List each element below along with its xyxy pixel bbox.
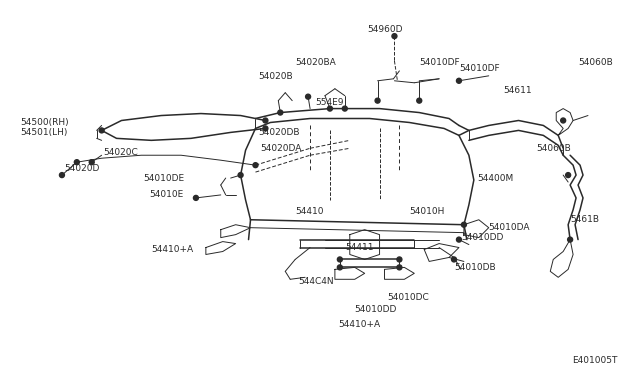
Text: 54501(LH): 54501(LH) [20,128,68,137]
Circle shape [253,163,258,168]
Text: 554E9: 554E9 [315,98,344,107]
Text: 54020B: 54020B [259,72,293,81]
Text: 54400M: 54400M [477,174,513,183]
Text: 54500(RH): 54500(RH) [20,118,69,127]
Circle shape [306,94,310,99]
Text: 54411: 54411 [345,243,373,252]
Text: 54611: 54611 [504,86,532,95]
Circle shape [337,265,342,270]
Circle shape [461,222,467,227]
Text: 54010DF: 54010DF [419,58,460,67]
Circle shape [337,257,342,262]
Circle shape [392,33,397,39]
Text: 54020D: 54020D [64,164,99,173]
Text: 54020DB: 54020DB [259,128,300,137]
Text: 54010DD: 54010DD [355,305,397,314]
Text: 54010DD: 54010DD [461,233,503,242]
Circle shape [375,98,380,103]
Text: 54410+A: 54410+A [338,320,380,330]
Text: 54010DA: 54010DA [489,223,530,232]
Text: 54410: 54410 [295,207,324,216]
Circle shape [397,257,402,262]
Circle shape [89,160,94,165]
Text: E401005T: E401005T [572,356,618,365]
Text: 54410+A: 54410+A [151,245,193,254]
Text: 54020C: 54020C [104,148,138,157]
Text: 54010H: 54010H [410,207,445,216]
Circle shape [99,128,104,133]
Text: 54010DC: 54010DC [387,293,429,302]
Circle shape [74,160,79,165]
Circle shape [561,118,566,123]
Circle shape [278,110,283,115]
Text: 54960D: 54960D [367,25,403,34]
Text: 54060B: 54060B [536,144,571,153]
Text: 54010DB: 54010DB [454,263,495,272]
Text: 54010DF: 54010DF [459,64,500,73]
Circle shape [193,195,198,201]
Circle shape [263,126,268,131]
Text: 54010DE: 54010DE [143,174,184,183]
Text: 5461B: 5461B [570,215,599,224]
Circle shape [451,257,456,262]
Text: 544C4N: 544C4N [298,277,334,286]
Circle shape [238,173,243,177]
Circle shape [456,78,461,83]
Text: 54020DA: 54020DA [260,144,302,153]
Circle shape [417,98,422,103]
Circle shape [568,237,573,242]
Text: 54010E: 54010E [149,190,184,199]
Text: 54060B: 54060B [578,58,613,67]
Circle shape [60,173,65,177]
Circle shape [456,237,461,242]
Circle shape [397,265,402,270]
Circle shape [566,173,571,177]
Circle shape [342,106,348,111]
Circle shape [328,106,332,111]
Circle shape [263,118,268,123]
Text: 54020BA: 54020BA [295,58,336,67]
